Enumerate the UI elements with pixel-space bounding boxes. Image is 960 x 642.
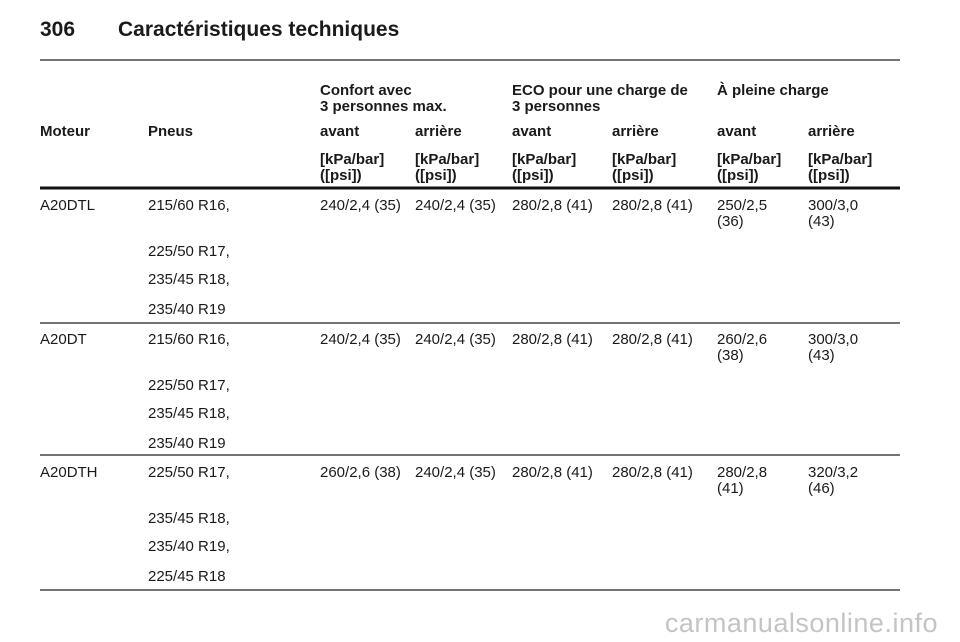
pressure: 280/2,8 (41) bbox=[612, 464, 693, 481]
tire-size: 235/40 R19 bbox=[148, 301, 226, 318]
pressure: 320/3,2 (46) bbox=[808, 464, 859, 497]
column-header: arrière bbox=[415, 123, 462, 140]
column-header: arrière bbox=[808, 123, 855, 140]
pressure: 240/2,4 (35) bbox=[415, 197, 496, 214]
unit-header: [kPa/bar] ([psi]) bbox=[717, 151, 782, 184]
tire-size: 215/60 R16, bbox=[148, 331, 230, 348]
column-header: avant bbox=[512, 123, 552, 140]
column-header: Pneus bbox=[148, 123, 194, 140]
column-header: avant bbox=[717, 123, 757, 140]
engine: A20DTL bbox=[40, 197, 96, 214]
pressure: 240/2,4 (35) bbox=[415, 464, 496, 481]
pressure: 280/2,8 (41) bbox=[717, 464, 768, 497]
pressure: 250/2,5 (36) bbox=[717, 197, 768, 230]
pressure: 280/2,8 (41) bbox=[512, 197, 593, 214]
pressure: 240/2,4 (35) bbox=[320, 197, 401, 214]
group-header: À pleine charge bbox=[717, 82, 829, 99]
watermark: carmanualsonline.info bbox=[664, 608, 938, 638]
column-header: Moteur bbox=[40, 123, 90, 140]
tire-size: 225/50 R17, bbox=[148, 377, 230, 394]
tire-size: 235/45 R18, bbox=[148, 271, 230, 288]
tire-size: 225/50 R17, bbox=[148, 243, 230, 260]
tire-size: 235/40 R19 bbox=[148, 435, 226, 452]
unit-header: [kPa/bar] ([psi]) bbox=[320, 151, 385, 184]
pressure: 260/2,6 (38) bbox=[717, 331, 768, 364]
pressure: 280/2,8 (41) bbox=[612, 197, 693, 214]
tire-size: 235/45 R18, bbox=[148, 405, 230, 422]
unit-header: [kPa/bar] ([psi]) bbox=[415, 151, 480, 184]
tire-size: 225/45 R18 bbox=[148, 568, 226, 585]
page-title: Caractéristiques techniques bbox=[118, 18, 400, 41]
column-header: avant bbox=[320, 123, 360, 140]
unit-header: [kPa/bar] ([psi]) bbox=[512, 151, 577, 184]
page-number: 306 bbox=[40, 18, 76, 41]
engine: A20DTH bbox=[40, 464, 98, 481]
pressure: 240/2,4 (35) bbox=[415, 331, 496, 348]
pressure: 300/3,0 (43) bbox=[808, 331, 859, 364]
pressure: 240/2,4 (35) bbox=[320, 331, 401, 348]
group-header: Confort avec 3 personnes max. bbox=[320, 82, 447, 115]
engine: A20DT bbox=[40, 331, 87, 348]
column-header: arrière bbox=[612, 123, 659, 140]
tire-size: 235/45 R18, bbox=[148, 510, 230, 527]
pressure: 280/2,8 (41) bbox=[512, 331, 593, 348]
unit-header: [kPa/bar] ([psi]) bbox=[808, 151, 873, 184]
pressure: 260/2,6 (38) bbox=[320, 464, 401, 481]
tire-size: 215/60 R16, bbox=[148, 197, 230, 214]
tire-size: 235/40 R19, bbox=[148, 538, 230, 555]
pressure: 280/2,8 (41) bbox=[612, 331, 693, 348]
pressure: 280/2,8 (41) bbox=[512, 464, 593, 481]
tire-size: 225/50 R17, bbox=[148, 464, 230, 481]
group-header: ECO pour une charge de 3 personnes bbox=[512, 82, 688, 115]
unit-header: [kPa/bar] ([psi]) bbox=[612, 151, 677, 184]
pressure: 300/3,0 (43) bbox=[808, 197, 859, 230]
